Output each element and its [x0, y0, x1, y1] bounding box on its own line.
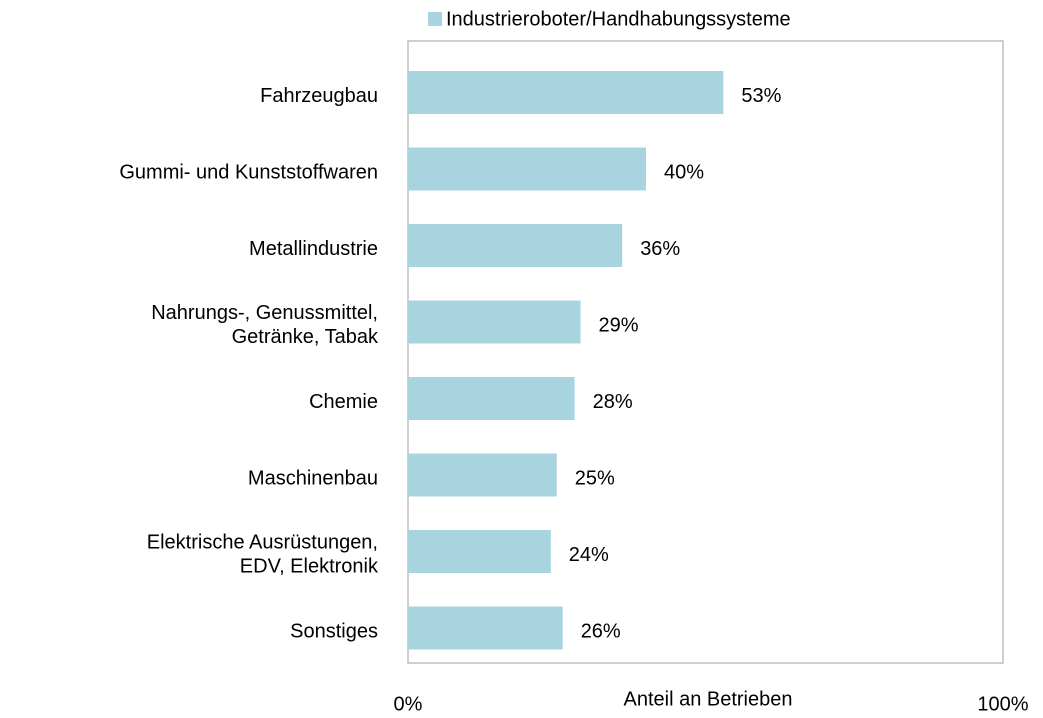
- x-axis-label: Anteil an Betrieben: [623, 688, 792, 710]
- legend-swatch: [428, 12, 442, 26]
- bar: [408, 71, 724, 114]
- value-label: 25%: [575, 467, 615, 489]
- y-tick-label: Fahrzeugbau: [260, 85, 378, 107]
- bar: [408, 300, 581, 344]
- y-tick-label: Sonstiges: [290, 620, 378, 642]
- value-label: 26%: [581, 620, 621, 642]
- x-tick-label: 0%: [394, 693, 423, 715]
- x-tick-label: 100%: [977, 693, 1028, 715]
- bar: [408, 530, 551, 573]
- y-tick-label: Elektrische Ausrüstungen, EDV, Elektronik: [147, 532, 379, 578]
- value-label: 24%: [569, 544, 609, 566]
- value-label: 40%: [664, 161, 704, 183]
- value-label: 29%: [599, 314, 639, 336]
- bar: [408, 453, 557, 497]
- bar: [408, 377, 575, 420]
- bar: [408, 224, 623, 267]
- bar: [408, 147, 646, 191]
- value-label: 36%: [640, 238, 680, 260]
- plot-frame: [407, 40, 1004, 664]
- y-tick-label: Chemie: [309, 391, 378, 413]
- y-tick-label: Gummi- und Kunststoffwaren: [119, 161, 378, 183]
- value-label: 53%: [741, 85, 781, 107]
- y-tick-label: Nahrungs-, Genussmittel, Getränke, Tabak: [151, 302, 379, 348]
- legend-label: Industrieroboter/Handhabungssysteme: [446, 8, 791, 30]
- y-tick-label: Metallindustrie: [249, 238, 378, 260]
- y-tick-label: Maschinenbau: [248, 467, 378, 489]
- bar: [408, 606, 563, 650]
- value-label: 28%: [593, 391, 633, 413]
